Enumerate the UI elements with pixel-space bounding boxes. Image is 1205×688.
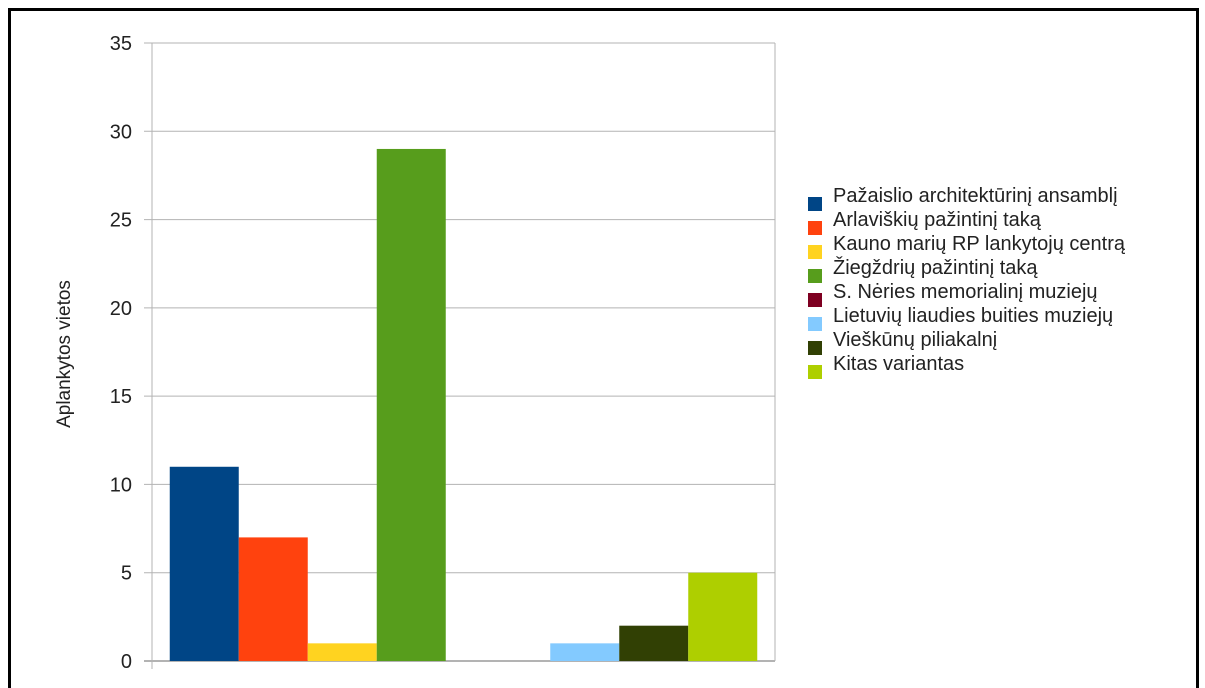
legend-item: S. Nėries memorialinį muziejų xyxy=(808,281,1193,307)
legend-item: Pažaislio architektūrinį ansamblį xyxy=(808,185,1193,211)
legend-item: Lietuvių liaudies buities muziejų xyxy=(808,305,1193,331)
legend-swatch xyxy=(808,221,822,235)
legend-item: Žiegždrių pažintinį taką xyxy=(808,257,1193,283)
bar xyxy=(307,643,377,661)
legend-swatch xyxy=(808,317,822,331)
bars xyxy=(169,148,758,661)
legend: Pažaislio architektūrinį ansamblį Arlaviš… xyxy=(808,185,1193,379)
legend-item: Kitas variantas xyxy=(808,353,1193,379)
y-tick-label: 5 xyxy=(121,563,132,585)
legend-label: Pažaislio architektūrinį ansamblį xyxy=(833,185,1118,207)
y-tick-label: 30 xyxy=(110,121,132,143)
bar xyxy=(169,466,239,661)
y-tick-label: 20 xyxy=(110,298,132,320)
bar xyxy=(238,537,308,661)
legend-label: Lietuvių liaudies buities muziejų xyxy=(833,305,1114,327)
y-tick-label: 25 xyxy=(110,210,132,232)
y-axis-title: Aplankytos vietos xyxy=(54,280,75,428)
legend-swatch xyxy=(808,197,822,211)
legend-label: Arlaviškių pažintinį taką xyxy=(833,209,1041,231)
y-tick-label: 0 xyxy=(121,651,132,673)
legend-swatch xyxy=(808,293,822,307)
legend-label: Žiegždrių pažintinį taką xyxy=(833,257,1038,279)
legend-label: Kitas variantas xyxy=(833,353,965,375)
legend-swatch xyxy=(808,245,822,259)
bar xyxy=(550,643,620,661)
y-tick-label: 10 xyxy=(110,474,132,496)
legend-item: Arlaviškių pažintinį taką xyxy=(808,209,1193,235)
legend-label: Vieškūnų piliakalnį xyxy=(833,329,998,351)
legend-item: Vieškūnų piliakalnį xyxy=(808,329,1193,355)
y-tick-label: 15 xyxy=(110,386,132,408)
legend-label: Kauno marių RP lankytojų centrą xyxy=(833,233,1126,255)
axes: 0 5 10 15 20 25 30 35 xyxy=(110,33,153,673)
legend-label: S. Nėries memorialinį muziejų xyxy=(833,281,1098,303)
bar xyxy=(619,625,689,661)
bar xyxy=(688,572,758,661)
legend-swatch xyxy=(808,269,822,283)
y-tick-label: 35 xyxy=(110,33,132,55)
legend-swatch xyxy=(808,365,822,379)
bar xyxy=(376,148,446,661)
legend-swatch xyxy=(808,341,822,355)
legend-item: Kauno marių RP lankytojų centrą xyxy=(808,233,1193,259)
